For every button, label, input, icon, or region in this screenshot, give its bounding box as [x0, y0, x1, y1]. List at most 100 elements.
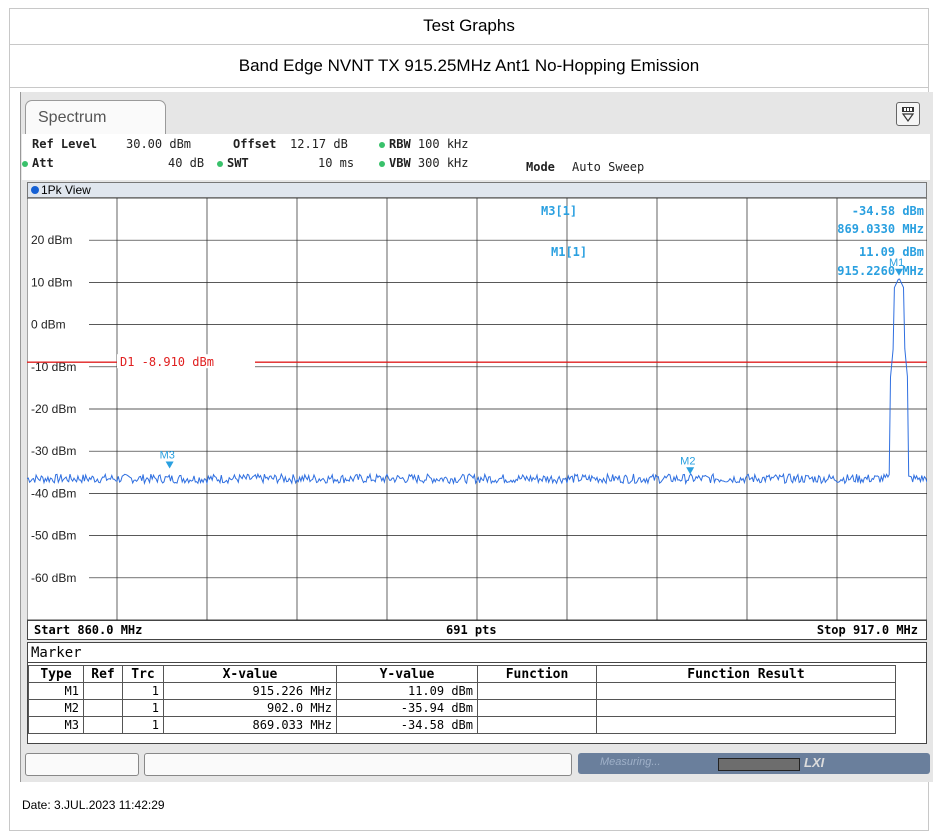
- col-function-result: Function Result: [596, 665, 896, 683]
- cell-trc: 1: [122, 716, 164, 734]
- rbw-status-icon: [379, 141, 385, 148]
- att-field: Att: [22, 156, 54, 170]
- cell-ref: [83, 716, 123, 734]
- marker-m3-label: M3: [160, 450, 175, 462]
- measuring-status-text: Measuring...: [600, 756, 661, 768]
- cell-ref: [83, 699, 123, 717]
- vbw-label: VBW: [389, 156, 411, 170]
- vbw-value: 300 kHz: [417, 156, 469, 170]
- col-type: Type: [28, 665, 84, 683]
- mode-value: Auto Sweep: [572, 160, 645, 174]
- cell-function-result: [596, 682, 896, 700]
- swt-label: SWT: [227, 156, 249, 170]
- readout-m3-level: -34.58 dBm: [852, 204, 924, 218]
- table-row: M3 1 869.033 MHz -34.58 dBm: [28, 716, 896, 734]
- cell-function-result: [596, 699, 896, 717]
- marker-readout: M3[1] -34.58 dBm 869.0330 MHz M1[1] 11.0…: [541, 204, 924, 278]
- status-bar: Measuring... LXI: [22, 750, 930, 778]
- plot-grid: [89, 198, 927, 620]
- spectrum-plot[interactable]: 20 dBm 10 dBm 0 dBm -10 dBm -20 dBm -30 dBm -4…: [27, 198, 927, 620]
- display-line-label: D1 -8.910 dBm: [120, 355, 214, 369]
- y-tick-label: -10 dBm: [31, 360, 76, 374]
- start-frequency: Start 860.0 MHz: [34, 623, 143, 637]
- stop-frequency: Stop 917.0 MHz: [816, 623, 918, 637]
- spectrum-trace: [27, 278, 927, 486]
- cell-trc: 1: [122, 699, 164, 717]
- y-tick-label: 0 dBm: [31, 318, 66, 332]
- att-status-icon: [22, 160, 28, 167]
- display-config-icon[interactable]: [896, 102, 920, 126]
- report-title: Test Graphs: [9, 8, 929, 45]
- table-row: M1 1 915.226 MHz 11.09 dBm: [28, 682, 896, 700]
- status-field-left[interactable]: [25, 753, 139, 776]
- y-tick-label: 20 dBm: [31, 233, 72, 247]
- status-message-field[interactable]: [144, 753, 572, 776]
- mode-label: Mode: [526, 160, 555, 174]
- cell-y-value: -35.94 dBm: [336, 699, 478, 717]
- readout-m3-freq: 869.0330 MHz: [837, 222, 924, 236]
- marker-table-panel: Marker Type Ref Trc X-value Y-value Func…: [27, 642, 927, 744]
- table-row: M2 1 902.0 MHz -35.94 dBm: [28, 699, 896, 717]
- trace-view-bar: 1Pk View: [27, 182, 927, 198]
- report-subtitle: Band Edge NVNT TX 915.25MHz Ant1 No-Hopp…: [9, 45, 929, 88]
- att-label: Att: [32, 156, 54, 170]
- cell-x-value: 915.226 MHz: [163, 682, 337, 700]
- cell-type: M3: [28, 716, 84, 734]
- rbw-value: 100 kHz: [417, 137, 469, 151]
- marker-m2-triangle: [686, 467, 695, 475]
- cell-ref: [83, 682, 123, 700]
- marker-table: Type Ref Trc X-value Y-value Function Fu…: [28, 665, 896, 734]
- sweep-progress-bar: [718, 758, 800, 771]
- trace-markers: M1 M2 M3: [160, 257, 904, 475]
- tab-spectrum[interactable]: Spectrum: [25, 100, 166, 134]
- y-tick-label: 10 dBm: [31, 275, 72, 289]
- y-tick-label: -30 dBm: [31, 444, 76, 458]
- att-value: 40 dB: [168, 156, 205, 170]
- col-function: Function: [477, 665, 597, 683]
- offset-value: 12.17 dB: [290, 137, 348, 151]
- offset-label: Offset: [233, 137, 277, 151]
- view-label: 1Pk View: [41, 183, 91, 197]
- capture-date: Date: 3.JUL.2023 11:42:29: [22, 798, 165, 812]
- y-tick-labels: 20 dBm 10 dBm 0 dBm -10 dBm -20 dBm -30 dBm -4…: [31, 233, 76, 585]
- col-ref: Ref: [83, 665, 123, 683]
- col-y-value: Y-value: [336, 665, 478, 683]
- sweep-settings: Ref Level 30.00 dBm Offset 12.17 dB RBW …: [22, 134, 930, 180]
- ref-level-label: Ref Level: [32, 137, 98, 151]
- marker-m1-label: M1: [889, 257, 904, 269]
- cell-y-value: 11.09 dBm: [336, 682, 478, 700]
- vbw-status-icon: [379, 160, 385, 167]
- swt-status-icon: [217, 160, 223, 167]
- rbw-label: RBW: [389, 137, 411, 151]
- cell-y-value: -34.58 dBm: [336, 716, 478, 734]
- cell-function: [477, 699, 597, 717]
- y-tick-label: -50 dBm: [31, 529, 76, 543]
- marker-m1-triangle: [894, 268, 903, 276]
- col-trc: Trc: [122, 665, 164, 683]
- lxi-logo-icon: LXI: [804, 755, 825, 770]
- marker-table-title: Marker: [28, 643, 926, 663]
- y-tick-label: -20 dBm: [31, 402, 76, 416]
- marker-m3-triangle: [165, 461, 174, 469]
- cell-type: M2: [28, 699, 84, 717]
- rbw-field: RBW 100 kHz: [379, 137, 469, 151]
- readout-m1-label: M1[1]: [551, 245, 587, 259]
- y-tick-label: -40 dBm: [31, 486, 76, 500]
- cell-function: [477, 682, 597, 700]
- frequency-axis-bar: Start 860.0 MHz 691 pts Stop 917.0 MHz: [27, 620, 927, 640]
- measurement-status: Measuring... LXI: [578, 753, 930, 774]
- readout-m3-label: M3[1]: [541, 204, 577, 218]
- col-x-value: X-value: [163, 665, 337, 683]
- vbw-field: VBW 300 kHz: [379, 156, 469, 170]
- cell-function-result: [596, 716, 896, 734]
- display-line-label-bg: [117, 354, 255, 369]
- cell-function: [477, 716, 597, 734]
- cell-x-value: 869.033 MHz: [163, 716, 337, 734]
- marker-m2-label: M2: [680, 455, 695, 467]
- sweep-points: 691 pts: [446, 623, 497, 637]
- swt-field: SWT: [217, 156, 249, 170]
- readout-m1-level: 11.09 dBm: [859, 245, 924, 259]
- swt-value: 10 ms: [318, 156, 355, 170]
- ref-level-value: 30.00 dBm: [126, 137, 192, 151]
- cell-trc: 1: [122, 682, 164, 700]
